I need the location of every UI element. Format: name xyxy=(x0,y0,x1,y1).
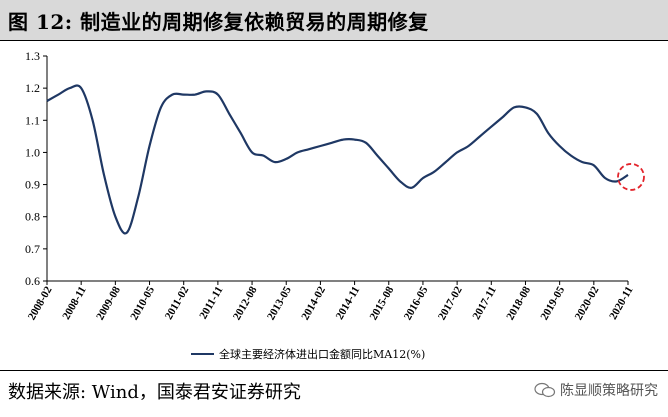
title-bar: 图 12: 制造业的周期修复依赖贸易的周期修复 xyxy=(0,0,668,41)
y-tick-label: 1.2 xyxy=(25,81,40,95)
y-tick-label: 0.8 xyxy=(25,210,40,224)
wechat-icon xyxy=(534,382,556,398)
x-tick-label: 2013-05 xyxy=(265,284,294,322)
y-tick-label: 1.0 xyxy=(25,145,40,159)
x-tick-label: 2020-02 xyxy=(573,284,602,322)
x-tick-label: 2017-11 xyxy=(470,285,498,322)
x-tick-label: 2008-02 xyxy=(26,284,55,322)
legend-label: 全球主要经济体进出口金额同比MA12(%) xyxy=(219,347,425,361)
y-tick-label: 1.3 xyxy=(25,49,40,63)
y-axis: 0.6 0.7 0.8 0.9 1.0 1.1 1.2 1.3 xyxy=(25,49,48,288)
x-tick-label: 2014-11 xyxy=(334,285,362,322)
x-tick-label: 2016-05 xyxy=(402,284,431,322)
x-tick-label: 2015-08 xyxy=(368,284,397,322)
y-tick-label: 0.6 xyxy=(25,274,40,288)
x-tick-label: 2019-05 xyxy=(539,284,568,322)
y-tick-label: 0.9 xyxy=(25,178,40,192)
x-tick-label: 2012-08 xyxy=(231,284,260,322)
x-tick-label: 2009-08 xyxy=(94,284,123,322)
source-note: 数据来源: Wind，国泰君安证券研究 xyxy=(8,382,301,403)
x-tick-label: 2014-02 xyxy=(299,284,328,322)
x-tick-label: 2020-11 xyxy=(607,285,635,322)
x-tick-label: 2011-11 xyxy=(197,285,225,322)
x-tick-label: 2018-08 xyxy=(504,284,533,322)
legend: 全球主要经济体进出口金额同比MA12(%) xyxy=(191,347,425,361)
line-chart: 0.60.70.80.91.01.11.21.3 2008-02 2008-11 2… xyxy=(25,49,645,361)
x-tick-label: 2017-02 xyxy=(436,284,465,322)
x-axis: 2008-02 2008-11 2009-08 2010-05 2011-02 2011-… xyxy=(26,280,636,322)
y-tick-label: 1.1 xyxy=(25,113,40,127)
watermark: 陈显顺策略研究 xyxy=(534,380,658,400)
x-tick-label: 2011-02 xyxy=(163,284,192,322)
series-line xyxy=(46,84,629,235)
x-tick-label: 2010-05 xyxy=(128,284,157,322)
footer-divider xyxy=(0,370,668,371)
figure-title: 图 12: 制造业的周期修复依赖贸易的周期修复 xyxy=(8,9,429,34)
highlight-circle xyxy=(617,163,645,191)
x-tick-label: 2008-11 xyxy=(60,285,88,322)
watermark-text: 陈显顺策略研究 xyxy=(560,383,658,399)
y-tick-label: 0.7 xyxy=(25,242,40,256)
